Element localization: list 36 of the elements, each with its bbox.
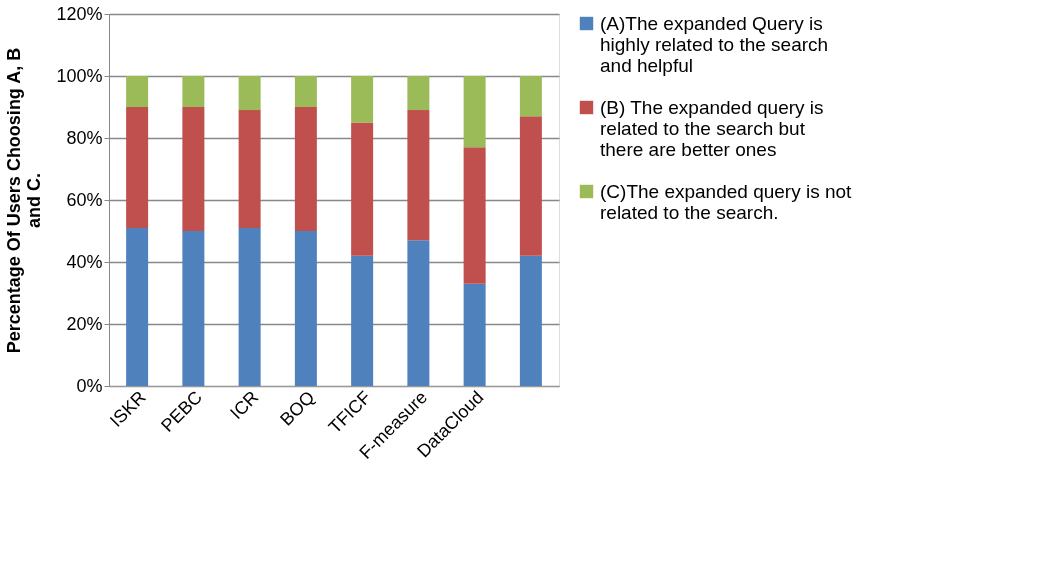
bar: [182, 76, 205, 107]
legend-label: (A)The expanded Query is highly related to the search and helpful: [600, 12, 829, 76]
bar: [407, 240, 430, 386]
legend-label: (B) The expanded query is related to the search but there are better ones: [600, 96, 824, 160]
bar: [351, 122, 374, 256]
y-tick-label: 120%: [56, 3, 103, 24]
y-tick-label: 60%: [66, 189, 103, 210]
bar: [238, 227, 261, 386]
bar: [126, 227, 149, 386]
bar: [182, 231, 205, 386]
x-tick-label: ICR: [226, 387, 263, 424]
y-axis-title: Percentage Of Users Choosing A, B and C.: [4, 47, 45, 354]
bar: [351, 76, 374, 123]
bar: [126, 76, 149, 107]
legend-label: (C)The expanded query is not related to the search.: [600, 180, 853, 223]
bar: [351, 255, 374, 386]
y-tick-label: 40%: [66, 251, 103, 272]
bar: [238, 110, 261, 228]
bar: [294, 107, 317, 231]
bar: [463, 283, 486, 386]
bar: [126, 107, 149, 228]
bar: [519, 76, 542, 117]
bar: [519, 116, 542, 256]
y-tick-label: 100%: [56, 65, 103, 86]
y-tick-label: 20%: [66, 313, 103, 334]
bar: [519, 255, 542, 386]
bar: [463, 76, 486, 148]
bar: [294, 76, 317, 107]
bar: [407, 76, 430, 111]
bar: [463, 147, 486, 284]
bar: [238, 76, 261, 111]
bar: [182, 107, 205, 231]
bar: [294, 231, 317, 386]
y-tick-label: 0%: [76, 375, 103, 396]
bar: [407, 110, 430, 241]
y-tick-label: 80%: [66, 127, 103, 148]
